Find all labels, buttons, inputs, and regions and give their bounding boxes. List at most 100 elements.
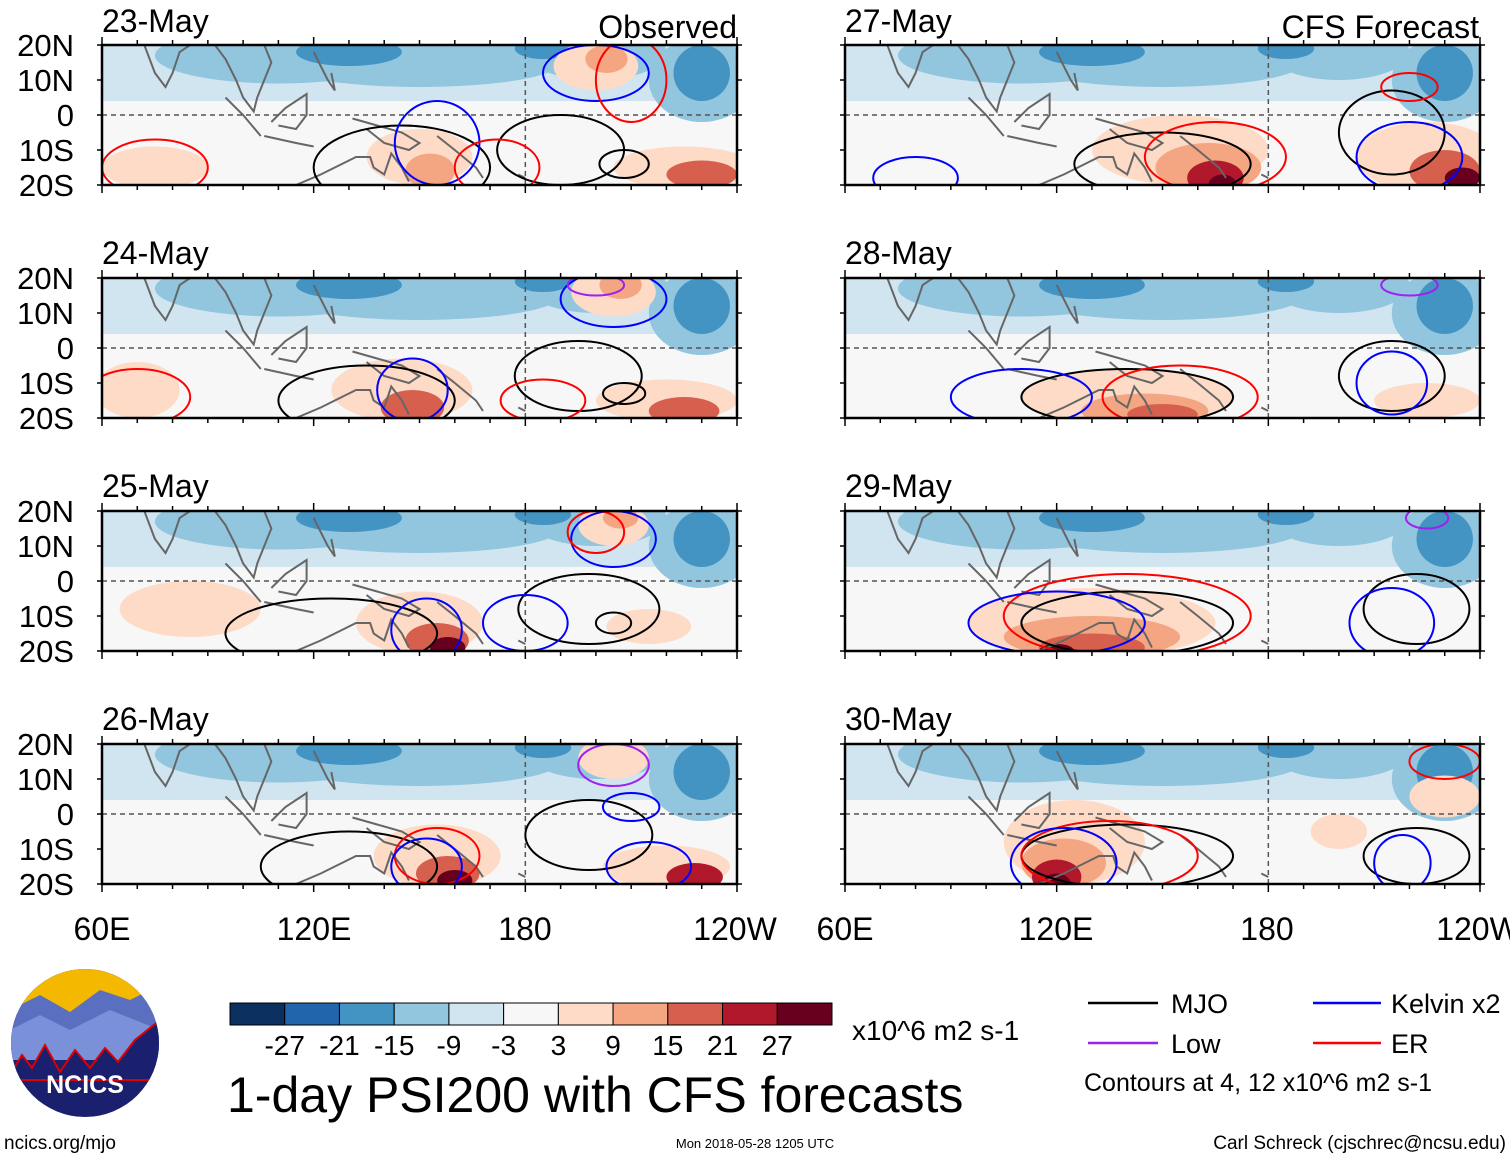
anomaly-region — [666, 160, 737, 185]
wave-contour — [566, 511, 626, 554]
y-tick-label: 0 — [57, 797, 74, 832]
coastline — [224, 96, 262, 137]
coastline — [143, 45, 193, 89]
wave-contour — [1002, 573, 1252, 651]
y-tick-label: 10S — [19, 832, 74, 867]
anomaly-region — [296, 511, 402, 532]
anomaly-region — [1031, 859, 1082, 884]
y-tick-label: 20S — [19, 867, 74, 902]
y-tick-label: 10N — [17, 63, 74, 98]
coastline — [270, 325, 308, 364]
colorbar-swatch — [448, 1002, 505, 1026]
legend-label: Low — [1171, 1029, 1221, 1059]
panel-title-label: Observed — [598, 9, 737, 45]
coastline — [1179, 834, 1227, 878]
panel-title-date: 30-May — [845, 701, 952, 737]
coastline — [1055, 750, 1079, 791]
logo-text: NCICS — [46, 1071, 124, 1099]
wave-contour — [1362, 573, 1471, 645]
y-tick-label: 20S — [19, 168, 74, 203]
anomaly-region — [673, 45, 730, 101]
footer-author: Carl Schreck (cjschrec@ncsu.edu) — [1213, 1133, 1506, 1154]
anomaly-region — [1257, 278, 1315, 292]
colorbar-swatch — [722, 1002, 778, 1026]
wave-contour — [277, 364, 456, 418]
wave-contour — [102, 138, 209, 185]
coastline — [1179, 368, 1227, 412]
colorbar-level-label: 3 — [551, 1030, 567, 1061]
anomaly-region — [1409, 775, 1480, 818]
map-panel — [840, 37, 1485, 193]
coastline — [1055, 51, 1079, 92]
anomaly-region — [673, 511, 730, 567]
coastline — [1055, 284, 1079, 325]
wave-contour — [577, 744, 650, 787]
anomaly-region — [1039, 45, 1145, 66]
colorbar-level-label: 27 — [762, 1030, 793, 1061]
coastline — [1038, 850, 1153, 884]
anomaly-region — [514, 278, 572, 292]
coastline — [295, 151, 410, 185]
wave-contour — [601, 382, 647, 405]
wave-contour — [1380, 72, 1439, 102]
coastline — [886, 45, 936, 89]
wave-contour — [1337, 89, 1446, 176]
wave-contour — [1348, 587, 1436, 651]
coastline — [957, 45, 1016, 114]
wave-contour — [1337, 340, 1446, 412]
wave-contour — [390, 837, 463, 884]
anomaly-region — [1039, 278, 1145, 299]
coastline — [1007, 135, 1057, 148]
anomaly-region — [1416, 45, 1473, 101]
anomaly-region — [514, 45, 572, 59]
coastline — [312, 284, 336, 325]
wave-contour — [224, 597, 439, 651]
colorbar-swatch — [503, 1002, 559, 1026]
colorbar-level-label: 15 — [652, 1030, 683, 1061]
wave-contour — [482, 594, 569, 651]
wave-contour — [872, 156, 959, 185]
coastline — [214, 45, 273, 114]
y-tick-label: 0 — [57, 564, 74, 599]
coastline — [1038, 384, 1153, 418]
y-tick-label: 10S — [19, 599, 74, 634]
wave-contour — [259, 830, 439, 884]
coastline — [1013, 791, 1051, 830]
coastline — [1179, 601, 1227, 645]
coastline — [295, 384, 410, 418]
y-tick-label: 20N — [17, 727, 74, 762]
footer-url[interactable]: ncics.org/mjo — [4, 1133, 116, 1154]
panel-title-date: 26-May — [102, 701, 209, 737]
wave-contour — [393, 100, 481, 185]
coastline — [352, 350, 422, 385]
anomaly-region — [1416, 511, 1473, 567]
colorbar-swatch — [612, 1002, 669, 1026]
coastline — [143, 278, 193, 322]
colorbar-swatch — [393, 1002, 450, 1026]
coastline — [957, 511, 1016, 580]
coastline — [143, 511, 193, 555]
coastline — [295, 617, 410, 651]
x-tick-label: 60E — [817, 911, 874, 947]
coastline — [517, 872, 526, 878]
colorbar-level-label: -27 — [264, 1030, 304, 1061]
footer-timestamp: Mon 2018-05-28 1205 UTC — [676, 1136, 834, 1151]
wave-contour — [1373, 834, 1432, 884]
anomaly-region — [102, 146, 208, 185]
anomaly-region — [119, 581, 261, 637]
wave-contour — [1404, 511, 1450, 530]
chart-title: 1-day PSI200 with CFS forecasts — [227, 1067, 963, 1123]
y-tick-label: 20S — [19, 401, 74, 436]
anomaly-region — [1127, 404, 1198, 418]
y-tick-label: 10N — [17, 529, 74, 564]
x-tick-label: 60E — [74, 911, 131, 947]
coastline — [436, 368, 484, 412]
anomaly-region — [380, 390, 445, 418]
colorbar-swatch — [557, 1002, 614, 1026]
coastline — [1013, 325, 1051, 364]
wave-contour — [1143, 121, 1287, 185]
coastline — [352, 583, 422, 618]
anomaly-region — [514, 744, 572, 758]
wave-contour — [594, 45, 668, 123]
